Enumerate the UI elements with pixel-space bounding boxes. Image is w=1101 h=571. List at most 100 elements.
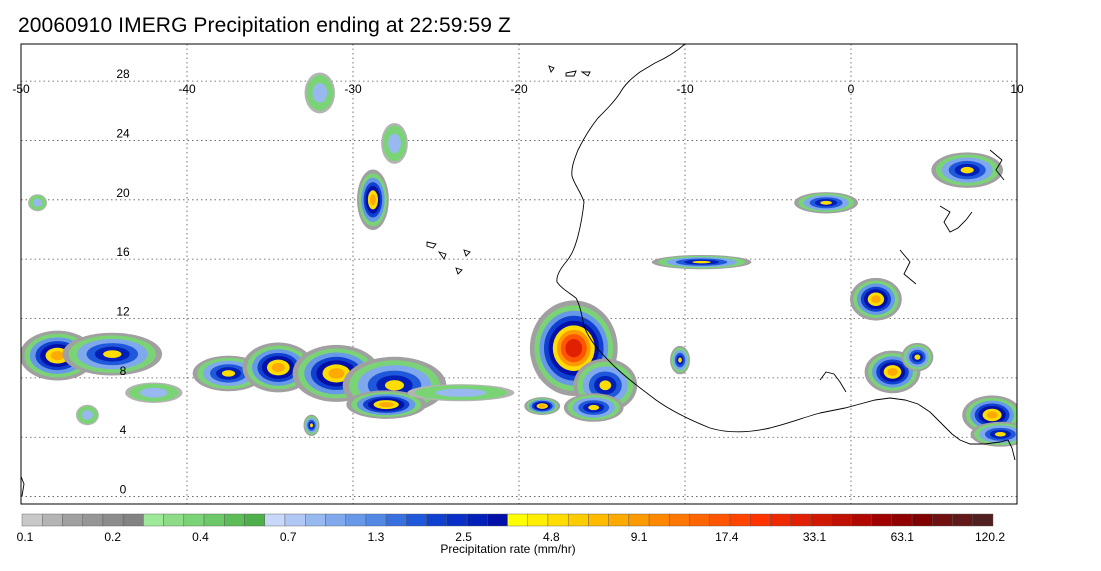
map-title: 20060910 IMERG Precipitation ending at 2… [18, 14, 511, 37]
colorbar-swatch [507, 513, 528, 527]
precip-cell [346, 390, 427, 419]
colorbar-swatch [325, 513, 346, 527]
lat-label: 8 [120, 364, 127, 378]
colorbar-swatch [932, 513, 953, 527]
precip-cell [524, 397, 561, 415]
precip-contour [33, 198, 43, 207]
colorbar-swatch [972, 513, 994, 527]
precip-cell [850, 277, 902, 321]
precip-contour [692, 260, 711, 264]
precip-contour [312, 83, 328, 103]
latitude-labels: 0 4 8 12 16 20 24 28 [116, 67, 130, 496]
precip-contour [914, 354, 921, 360]
coastline-lake-1 [939, 205, 973, 233]
colorbar-swatch [547, 513, 569, 527]
precip-contour [887, 368, 898, 376]
precip-contour [986, 411, 998, 419]
map-frame [20, 43, 1018, 505]
colorbar-swatch [284, 513, 306, 527]
colorbar-swatch [143, 513, 164, 527]
colorbar-swatch [42, 513, 63, 527]
precip-contour [994, 431, 1006, 437]
precip-contour [588, 404, 600, 411]
precip-contour [271, 362, 285, 373]
precip-cell [962, 395, 1017, 435]
precip-contour [328, 368, 345, 379]
colorbar-tick-label: 1.3 [368, 530, 385, 544]
colorbar-swatch [345, 513, 367, 527]
colorbar-swatch [608, 513, 630, 527]
colorbar-swatch [689, 513, 710, 527]
lat-label: 4 [120, 423, 127, 437]
colorbar-swatch [871, 513, 893, 527]
lon-label: -40 [178, 82, 196, 96]
precip-contour [140, 387, 168, 398]
colorbar-swatch [406, 513, 427, 527]
precip-contour [50, 351, 65, 361]
colorbar-title: Precipitation rate (mm/hr) [440, 542, 575, 556]
coastline-sw-corner [21, 475, 25, 497]
precip-cell [670, 345, 690, 375]
colorbar-swatch [244, 513, 265, 527]
colorbar-swatch [183, 513, 205, 527]
colorbar-tick-label: 0.4 [192, 530, 209, 544]
colorbar-swatch [891, 513, 913, 527]
colorbar-swatch [385, 513, 407, 527]
precip-contour [538, 404, 546, 408]
colorbar-swatch [487, 513, 508, 527]
colorbar-swatch [122, 513, 144, 527]
precip-contour [385, 380, 404, 391]
colorbar-swatch [830, 513, 852, 527]
lon-label: -20 [510, 82, 528, 96]
coastline-river-1 [989, 149, 1005, 181]
precip-contour [388, 133, 401, 154]
precip-contour [960, 166, 974, 174]
colorbar-swatch [588, 513, 609, 527]
colorbar-swatch [628, 513, 650, 527]
colorbar-tick-label: 0.7 [280, 530, 297, 544]
coastline-cape-verde-4 [463, 249, 471, 257]
colorbar-swatch [750, 513, 771, 527]
precip-cell [304, 72, 336, 114]
precip-cell [970, 421, 1017, 447]
precip-contour [310, 423, 313, 428]
precipitation-field [21, 72, 1017, 447]
lat-label: 16 [116, 245, 130, 259]
coastline-canary-3 [580, 71, 591, 77]
precip-cell [563, 393, 624, 422]
colorbar-tick-label: 63.1 [891, 530, 915, 544]
colorbar-swatch [709, 513, 731, 527]
coastline-cape-verde-2 [437, 251, 447, 260]
precip-cell [303, 414, 320, 437]
precip-contour [599, 380, 612, 391]
map-gridlines [21, 44, 1017, 504]
lon-label: -30 [344, 82, 362, 96]
precip-contour [871, 295, 881, 304]
colorbar-swatch [224, 513, 245, 527]
colorbar-swatch [365, 513, 387, 527]
coastline-cape-verde-1 [426, 241, 437, 249]
colorbar-tick-label: 9.1 [631, 530, 648, 544]
precip-contour [565, 339, 583, 358]
precip-cell [381, 122, 408, 164]
precip-contour [678, 357, 682, 363]
longitude-labels: -50 -40 -30 -20 -10 0 10 [12, 82, 1024, 96]
colorbar-swatch [770, 513, 791, 527]
colorbar-swatch [810, 513, 832, 527]
colorbar-swatch [729, 513, 751, 527]
colorbar-tick-label: 0.2 [104, 530, 121, 544]
colorbar-tick-label: 17.4 [715, 530, 739, 544]
colorbar-swatch [203, 513, 225, 527]
colorbar-swatch [567, 513, 589, 527]
colorbar-swatch [952, 513, 973, 527]
colorbar-swatch [426, 513, 448, 527]
coastline-gulf-guinea-east [1007, 439, 1016, 461]
precip-cell [794, 192, 858, 214]
lon-label: -10 [676, 82, 694, 96]
colorbar-swatch [102, 513, 124, 527]
colorbar-swatch [527, 513, 549, 527]
precip-cell [651, 255, 752, 270]
coastline [21, 44, 1016, 497]
precip-cell [75, 404, 99, 426]
precip-contour [435, 388, 487, 397]
